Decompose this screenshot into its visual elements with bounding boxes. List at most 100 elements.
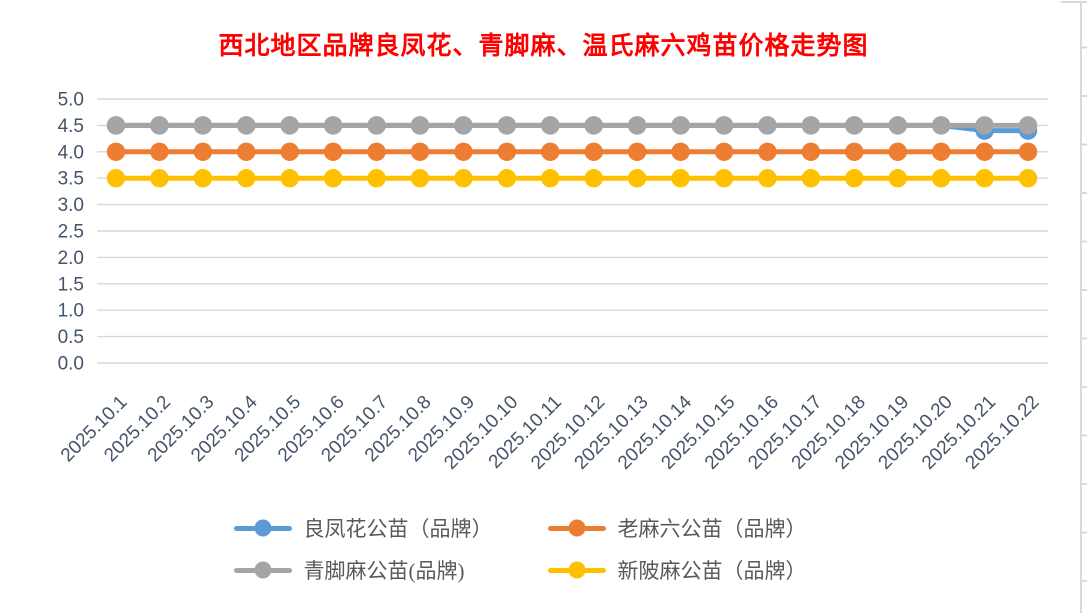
series-point-0	[367, 116, 386, 135]
series-point-2	[975, 116, 994, 135]
x-axis-label: 2025.10.14	[614, 391, 696, 473]
x-axis-label: 2025.10.13	[571, 392, 653, 474]
series-point-1	[801, 142, 821, 161]
y-axis-label: 1.5	[58, 274, 84, 295]
series-point-3	[888, 169, 907, 188]
series-point-3	[1018, 169, 1038, 188]
x-axis-label: 2025.10.16	[701, 392, 783, 474]
series-point-0	[888, 116, 907, 135]
legend-line-dot-marker-yellow	[547, 561, 606, 579]
series-point-0	[1018, 121, 1038, 140]
series-point-3	[671, 169, 690, 188]
legend-line-dot-marker-blue	[233, 519, 292, 537]
x-axis-label: 2025.10.20	[875, 392, 957, 474]
x-axis-label: 2025.10.22	[961, 392, 1043, 474]
y-axis-label: 0.0	[58, 354, 84, 375]
series-point-0	[193, 116, 213, 135]
x-axis-label: 2025.10.21	[918, 392, 1000, 474]
series-point-3	[280, 169, 299, 188]
series-point-2	[671, 116, 690, 135]
x-axis-label: 2025.10.6	[274, 392, 349, 467]
series-point-1	[323, 142, 343, 161]
series-point-1	[193, 142, 213, 161]
series-point-2	[931, 116, 951, 135]
series-point-2	[627, 116, 647, 135]
series-point-1	[584, 142, 603, 161]
series-point-0	[931, 116, 951, 135]
series-point-1	[497, 142, 517, 161]
y-axis-label: 2.0	[58, 248, 84, 269]
series-point-1	[150, 142, 169, 161]
legend-label: 青脚麻公苗(品牌)	[303, 559, 465, 583]
y-axis-label: 3.5	[58, 169, 84, 190]
y-axis-label: 3.0	[58, 195, 84, 216]
series-point-0	[323, 116, 343, 135]
series-point-3	[454, 169, 473, 188]
series-point-1	[410, 142, 430, 161]
series-point-3	[193, 169, 213, 188]
series-point-0	[237, 116, 256, 135]
series-point-3	[758, 169, 777, 188]
series-point-3	[975, 169, 994, 188]
series-point-0	[150, 116, 169, 135]
series-point-2	[323, 116, 343, 135]
series-point-0	[758, 116, 777, 135]
spreadsheet-column-gridline	[1080, 2, 1082, 613]
series-point-3	[150, 169, 169, 188]
x-axis-label: 2025.10.17	[744, 392, 826, 474]
series-point-1	[931, 142, 951, 161]
legend: 良凤花公苗（品牌） 老麻六公苗（品牌） 青脚麻公苗(品牌) 新陂麻公苗（品牌）	[0, 508, 1087, 590]
series-point-3	[237, 169, 256, 188]
y-axis-label: 2.5	[58, 222, 84, 243]
series-point-2	[454, 116, 473, 135]
chart-title: 西北地区品牌良凤花、青脚麻、温氏麻六鸡苗价格走势图	[218, 33, 869, 60]
series-point-2	[367, 116, 386, 135]
x-axis-label: 2025.10.9	[404, 392, 479, 467]
series-point-1	[1018, 142, 1038, 161]
legend-label: 新陂麻公苗（品牌）	[617, 559, 807, 583]
series-point-1	[106, 142, 126, 161]
series-point-1	[888, 142, 907, 161]
series-point-2	[497, 116, 517, 135]
spreadsheet-row-gridlines	[1082, 0, 1087, 613]
legend-label: 老麻六公苗（品牌）	[617, 517, 807, 541]
series-point-3	[801, 169, 821, 188]
series-point-2	[758, 116, 777, 135]
series-point-3	[323, 169, 343, 188]
legend-label: 良凤花公苗（品牌）	[303, 517, 493, 541]
series-point-2	[237, 116, 256, 135]
legend-item-liangfenghua: 良凤花公苗（品牌）	[233, 508, 540, 548]
x-axis-label: 2025.10.11	[485, 392, 566, 473]
series-point-0	[975, 121, 994, 140]
series-point-0	[497, 116, 517, 135]
x-axis-label: 2025.10.1	[57, 392, 132, 467]
series-point-2	[280, 116, 299, 135]
x-axis-label: 2025.10.7	[317, 392, 392, 467]
series-point-2	[888, 116, 907, 135]
series-point-3	[541, 169, 560, 188]
y-axis-label: 0.5	[58, 327, 84, 348]
series-point-1	[758, 142, 777, 161]
series-point-1	[280, 142, 299, 161]
series-point-0	[106, 116, 126, 135]
series-point-1	[714, 142, 734, 161]
series-point-0	[845, 116, 864, 135]
series-point-1	[671, 142, 690, 161]
legend-line-dot-marker-orange	[547, 519, 606, 537]
series-point-1	[627, 142, 647, 161]
series-point-3	[627, 169, 647, 188]
series-point-0	[280, 116, 299, 135]
y-axis-label: 4.0	[58, 142, 84, 163]
y-axis-label: 4.5	[58, 116, 84, 137]
series-point-1	[237, 142, 256, 161]
spreadsheet-top-gridline	[1061, 1, 1087, 3]
legend-item-laomaliu: 老麻六公苗（品牌）	[547, 508, 854, 548]
series-point-1	[845, 142, 864, 161]
series-point-0	[801, 116, 821, 135]
x-axis-label: 2025.10.18	[788, 392, 870, 474]
x-axis-label: 2025.10.10	[440, 392, 522, 474]
series-point-0	[714, 116, 734, 135]
series-point-3	[367, 169, 386, 188]
legend-item-xinpoma: 新陂麻公苗（品牌）	[547, 550, 854, 590]
